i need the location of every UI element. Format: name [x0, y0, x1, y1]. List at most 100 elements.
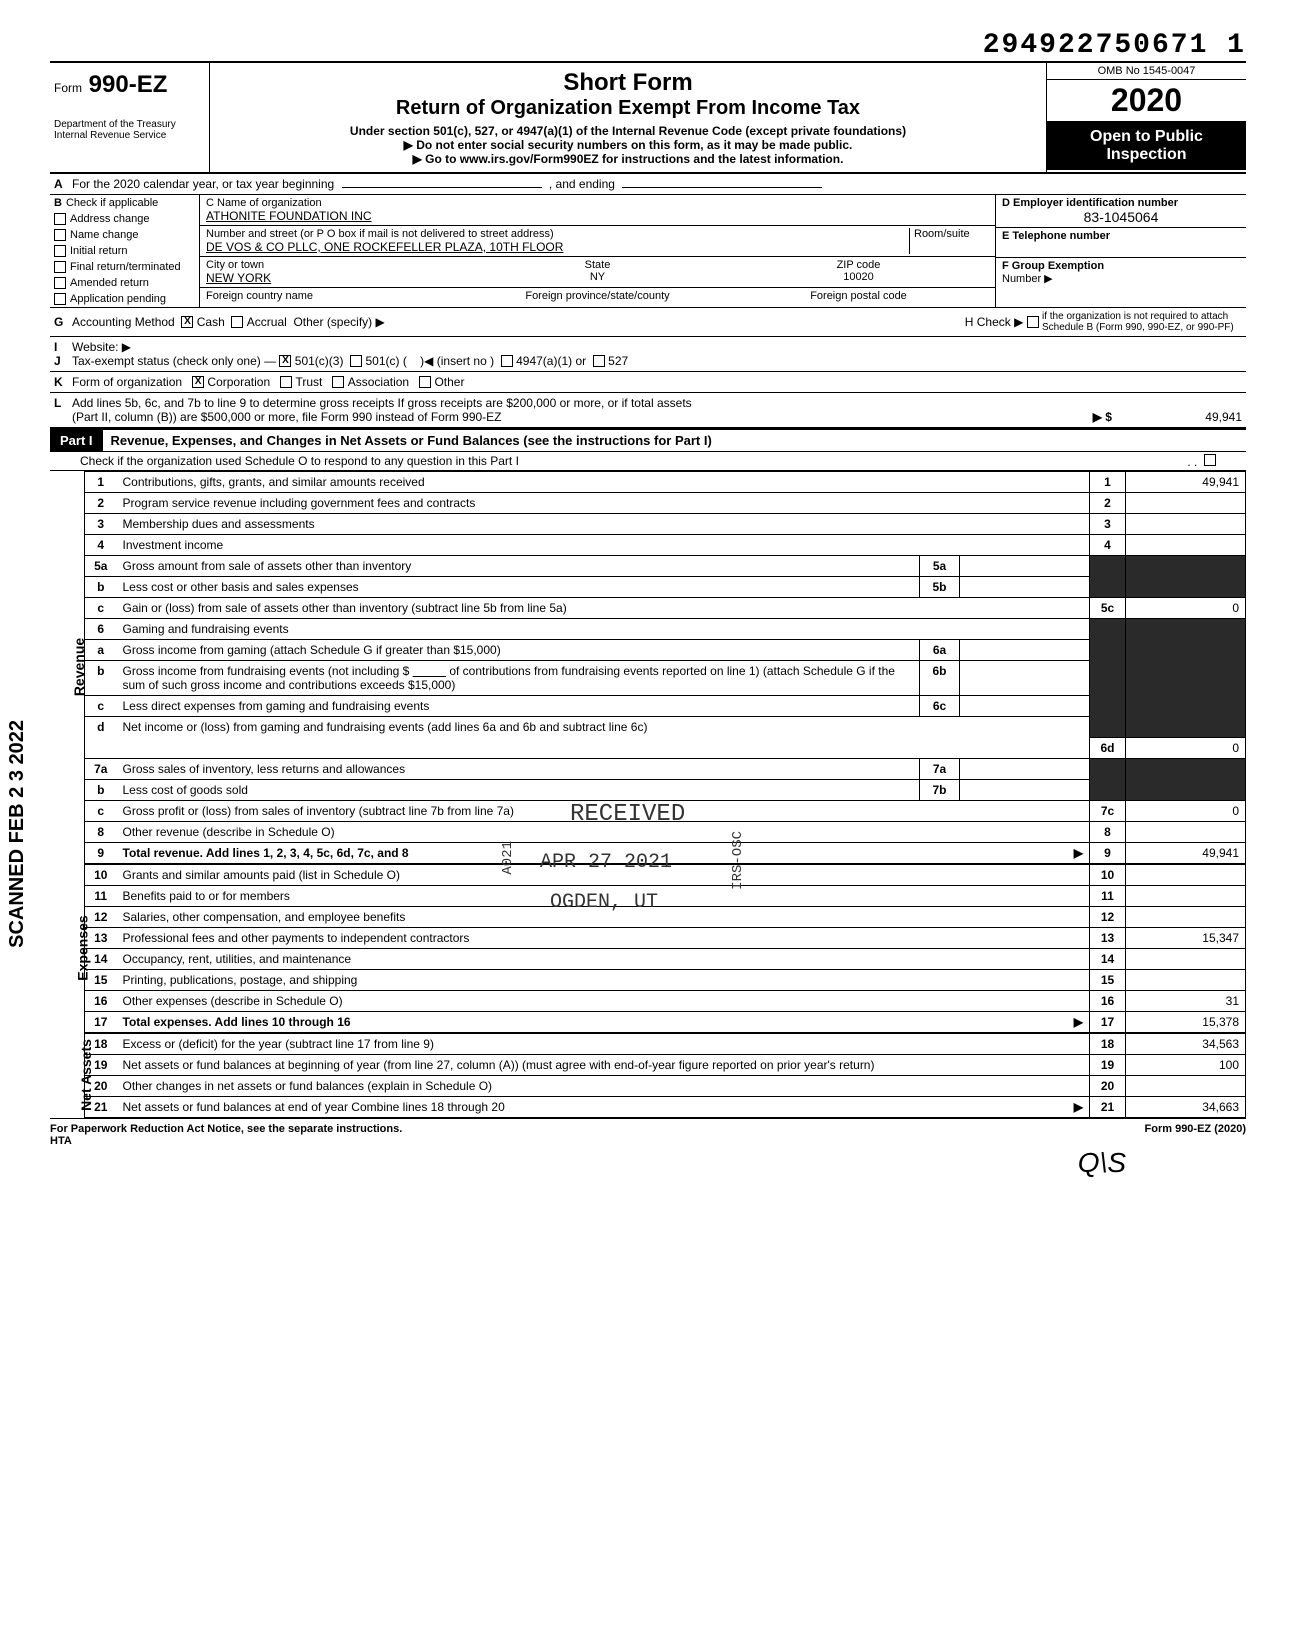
form-id-box: Form 990-EZ Department of the Treasury I…	[50, 63, 210, 172]
line-5b-mini: 5b	[920, 577, 960, 598]
line-6-desc: Gaming and fundraising events	[117, 619, 1090, 640]
signature: Q\S	[50, 1147, 1246, 1179]
checkbox-name-change[interactable]	[54, 229, 66, 241]
k-label: Form of organization	[72, 375, 182, 389]
city-val: NEW YORK	[206, 271, 271, 285]
b-item-4: Amended return	[70, 277, 149, 289]
checkbox-schedule-o[interactable]	[1204, 454, 1216, 466]
checkbox-amended[interactable]	[54, 277, 66, 289]
info-grid: B Check if applicable Address change Nam…	[50, 195, 1246, 308]
subtitle-1: Under section 501(c), 527, or 4947(a)(1)…	[220, 124, 1036, 138]
line-19-desc: Net assets or fund balances at beginning…	[117, 1054, 1090, 1075]
expenses-table: 10Grants and similar amounts paid (list …	[84, 864, 1246, 1033]
ein-value: 83-1045064	[1002, 209, 1240, 225]
j-527: 527	[608, 354, 628, 368]
omb-number: OMB No 1545-0047	[1047, 63, 1246, 80]
line-21-val: 34,663	[1126, 1096, 1246, 1117]
row-i-j: I Website: ▶ J Tax-exempt status (check …	[50, 337, 1246, 372]
line-9-val: 49,941	[1126, 842, 1246, 863]
l-text1: Add lines 5b, 6c, and 7b to line 9 to de…	[72, 396, 692, 410]
scanned-stamp: SCANNED FEB 2 3 2022	[6, 720, 29, 948]
checkbox-final-return[interactable]	[54, 261, 66, 273]
j-501c3: 501(c)(3)	[295, 354, 344, 368]
col-de: D Employer identification number 83-1045…	[996, 195, 1246, 307]
expenses-section: Expenses 10Grants and similar amounts pa…	[50, 864, 1246, 1033]
row-g: G Accounting Method X Cash Accrual Other…	[50, 308, 1246, 337]
line-1-val: 49,941	[1126, 472, 1246, 493]
line-18-val: 34,563	[1126, 1033, 1246, 1054]
line-6b-desc: Gross income from fundraising events (no…	[123, 664, 410, 678]
checkbox-trust[interactable]	[280, 376, 292, 388]
checkbox-app-pending[interactable]	[54, 293, 66, 305]
j-label: Tax-exempt status (check only one) —	[72, 354, 276, 368]
line-6c-mini: 6c	[920, 696, 960, 717]
room-suite-label: Room/suite	[909, 228, 989, 254]
footer: For Paperwork Reduction Act Notice, see …	[50, 1118, 1246, 1147]
h-label: H Check ▶	[965, 315, 1024, 329]
line-14-val	[1126, 948, 1246, 969]
b-item-2: Initial return	[70, 245, 127, 257]
line-5b-desc: Less cost or other basis and sales expen…	[117, 577, 920, 598]
checkbox-4947[interactable]	[501, 355, 513, 367]
right-header-box: OMB No 1545-0047 2020 Open to Public Ins…	[1046, 63, 1246, 172]
line-16-desc: Other expenses (describe in Schedule O)	[117, 990, 1090, 1011]
e-label: E Telephone number	[1002, 230, 1110, 242]
line-6c-desc: Less direct expenses from gaming and fun…	[117, 696, 920, 717]
b-item-5: Application pending	[70, 293, 166, 305]
b-item-1: Name change	[70, 229, 139, 241]
footer-right: Form 990-EZ (2020)	[1145, 1123, 1246, 1147]
line-20-val	[1126, 1075, 1246, 1096]
b-label: Check if applicable	[66, 197, 158, 209]
line-15-desc: Printing, publications, postage, and shi…	[117, 969, 1090, 990]
line-6d-val: 0	[1126, 737, 1246, 758]
subtitle-3: Go to www.irs.gov/Form990EZ for instruct…	[425, 152, 843, 166]
checkbox-address-change[interactable]	[54, 213, 66, 225]
line-21-desc: Net assets or fund balances at end of ye…	[123, 1100, 505, 1114]
line-9-desc: Total revenue. Add lines 1, 2, 3, 4, 5c,…	[123, 846, 409, 860]
h-text: if the organization is not required to a…	[1042, 311, 1242, 333]
g-accrual: Accrual	[247, 315, 287, 329]
checkbox-other-org[interactable]	[419, 376, 431, 388]
netassets-vlabel: Net Assets	[78, 1039, 94, 1111]
subtitle-2: Do not enter social security numbers on …	[416, 138, 852, 152]
line-12-desc: Salaries, other compensation, and employ…	[117, 906, 1090, 927]
part1-sub: Check if the organization used Schedule …	[50, 452, 1246, 471]
revenue-table: 1Contributions, gifts, grants, and simil…	[84, 471, 1246, 864]
return-title: Return of Organization Exempt From Incom…	[220, 97, 1036, 120]
line-13-desc: Professional fees and other payments to …	[117, 927, 1090, 948]
netassets-section: Net Assets 18Excess or (deficit) for the…	[50, 1033, 1246, 1118]
org-name: ATHONITE FOUNDATION INC	[206, 209, 989, 223]
b-item-0: Address change	[70, 213, 150, 225]
netassets-table: 18Excess or (deficit) for the year (subt…	[84, 1033, 1246, 1118]
checkbox-corp[interactable]: X	[192, 376, 204, 388]
line-11-val	[1126, 885, 1246, 906]
line-10-desc: Grants and similar amounts paid (list in…	[117, 864, 1090, 885]
state-val: NY	[590, 271, 605, 283]
col-b: B Check if applicable Address change Nam…	[50, 195, 200, 307]
checkbox-assoc[interactable]	[332, 376, 344, 388]
checkbox-527[interactable]	[593, 355, 605, 367]
line-7c-desc: Gross profit or (loss) from sales of inv…	[117, 800, 1090, 821]
line-17-desc: Total expenses. Add lines 10 through 16	[123, 1015, 351, 1029]
line-7a-desc: Gross sales of inventory, less returns a…	[117, 758, 920, 779]
checkbox-accrual[interactable]	[231, 316, 243, 328]
form-number: 990-EZ	[89, 71, 168, 98]
zip-label: ZIP code	[837, 259, 881, 271]
col-c: C Name of organization ATHONITE FOUNDATI…	[200, 195, 996, 307]
revenue-section: Revenue 1Contributions, gifts, grants, a…	[50, 471, 1246, 864]
checkbox-initial-return[interactable]	[54, 245, 66, 257]
line-13-val: 15,347	[1126, 927, 1246, 948]
checkbox-501c3[interactable]: X	[279, 355, 291, 367]
revenue-vlabel: Revenue	[71, 638, 87, 696]
k-trust: Trust	[295, 375, 322, 389]
footer-left: For Paperwork Reduction Act Notice, see …	[50, 1123, 402, 1135]
zip-val: 10020	[843, 271, 874, 283]
form-label-small: Form	[54, 81, 82, 95]
checkbox-cash[interactable]: X	[181, 316, 193, 328]
checkbox-h[interactable]	[1027, 316, 1039, 328]
checkbox-501c[interactable]	[350, 355, 362, 367]
dept-irs: Internal Revenue Service	[54, 130, 205, 141]
part1-tag: Part I	[50, 430, 103, 451]
l-text2: (Part II, column (B)) are $500,000 or mo…	[72, 410, 502, 424]
j-501c: 501(c) (	[365, 354, 406, 368]
